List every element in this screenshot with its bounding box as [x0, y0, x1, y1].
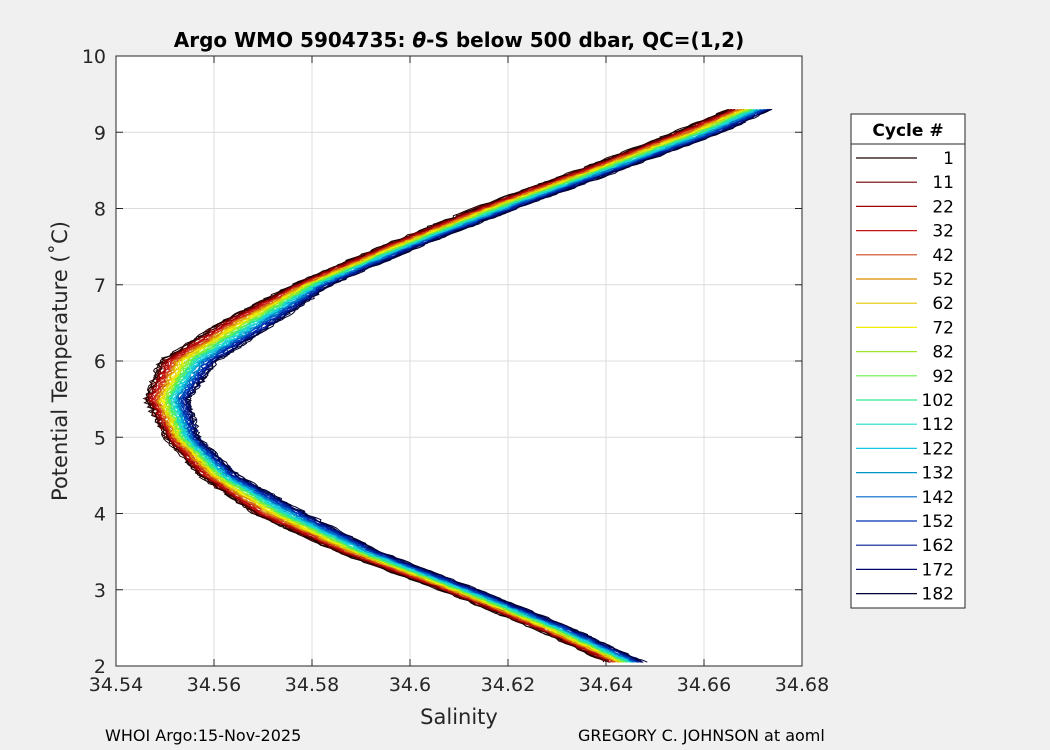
x-tick-labels: 34.54 34.56 34.58 34.6 34.62 34.64 34.66 34.68 [89, 674, 829, 696]
chart-title: Argo WMO 5904735: θ-S below 500 dbar, QC… [174, 28, 744, 52]
legend-box [850, 113, 966, 609]
legend-label-72: 72 [932, 318, 954, 338]
x-tick-label: 34.64 [579, 674, 633, 696]
legend-label-142: 142 [922, 488, 954, 508]
y-tick-label: 4 [94, 504, 106, 526]
x-tick-label: 34.66 [677, 674, 731, 696]
footer-left: WHOI Argo:15-Nov-2025 [105, 726, 302, 745]
profile-line-cycle-22 [148, 109, 733, 663]
x-tick-label: 34.58 [285, 674, 339, 696]
legend-label-11: 11 [932, 173, 954, 193]
legend-label-62: 62 [932, 294, 954, 314]
profile-line-cycle-82 [162, 108, 750, 663]
profile-line-cycle-62 [159, 108, 744, 663]
y-tick-label: 2 [94, 656, 106, 678]
y-axis-label: Potential Temperature (˚C) [48, 221, 72, 501]
legend-label-172: 172 [922, 560, 954, 580]
y-tick-label: 7 [94, 275, 106, 297]
legend-label-132: 132 [922, 464, 954, 484]
profile-line-cycle-162 [181, 108, 769, 663]
legend: Cycle # 11122324252627282921021121221321… [850, 113, 966, 609]
profile-lines [142, 108, 773, 663]
legend-label-162: 162 [922, 536, 954, 556]
profile-line-cycle-172 [185, 108, 771, 663]
y-tick-label: 10 [82, 46, 106, 68]
y-tick-label: 3 [94, 580, 106, 602]
legend-label-182: 182 [922, 585, 954, 605]
axis-ticks [115, 55, 803, 667]
profile-line-cycle-52 [156, 108, 745, 663]
legend-label-152: 152 [922, 512, 954, 532]
x-tick-label: 34.56 [187, 674, 241, 696]
x-tick-label: 34.68 [775, 674, 829, 696]
legend-label-1: 1 [943, 149, 954, 169]
footer-right: GREGORY C. JOHNSON at aoml [578, 726, 825, 745]
profile-line-cycle-42 [154, 108, 739, 663]
profile-line-cycle-102 [168, 109, 753, 663]
legend-items: 1112232425262728292102112122132142152162… [856, 149, 954, 605]
profile-line-cycle-182 [185, 108, 773, 663]
legend-label-42: 42 [932, 246, 954, 266]
y-tick-label: 5 [94, 427, 106, 449]
legend-label-102: 102 [922, 391, 954, 411]
legend-label-82: 82 [932, 343, 954, 363]
y-tick-labels: 2 3 4 5 6 7 8 9 10 [82, 46, 106, 678]
legend-label-112: 112 [922, 415, 954, 435]
legend-label-32: 32 [932, 222, 954, 242]
y-tick-label: 8 [94, 199, 106, 221]
legend-label-52: 52 [932, 270, 954, 290]
legend-label-22: 22 [932, 197, 954, 217]
x-axis-label: Salinity [420, 705, 498, 729]
y-tick-label: 9 [94, 122, 106, 144]
legend-label-122: 122 [922, 439, 954, 459]
legend-title: Cycle # [872, 121, 943, 141]
legend-label-92: 92 [932, 367, 954, 387]
x-tick-label: 34.62 [481, 674, 535, 696]
x-tick-label: 34.6 [389, 674, 431, 696]
x-tick-label: 34.54 [89, 674, 143, 696]
y-tick-label: 6 [94, 351, 106, 373]
